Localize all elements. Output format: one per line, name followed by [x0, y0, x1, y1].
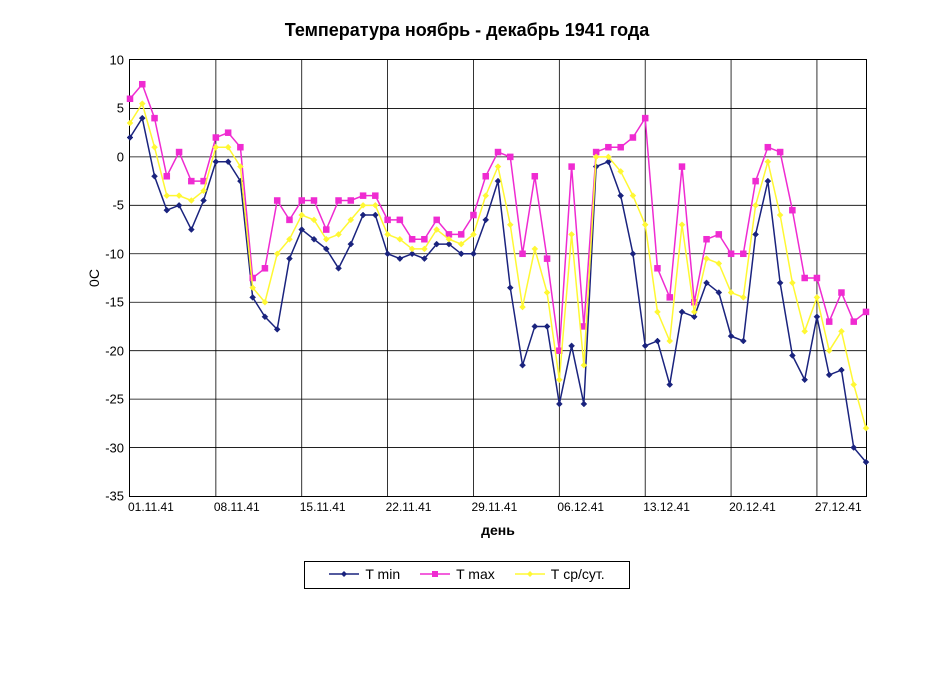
- plot-inner: 0С день 1050-5-10-15-20-25-30-3501.11.41…: [129, 59, 867, 497]
- legend-label: Т ср/сут.: [551, 566, 605, 582]
- x-tick-label: 13.12.41: [643, 496, 690, 514]
- legend-item: T min: [329, 566, 400, 582]
- x-tick-label: 20.12.41: [729, 496, 776, 514]
- y-tick-label: -10: [105, 246, 130, 261]
- y-tick-label: -5: [112, 198, 130, 213]
- x-tick-label: 08.11.41: [214, 496, 260, 514]
- legend-swatch: [515, 567, 545, 581]
- plot-frame: 0С день 1050-5-10-15-20-25-30-3501.11.41…: [67, 59, 867, 547]
- legend-label: T max: [456, 566, 495, 582]
- x-tick-label: 27.12.41: [815, 496, 862, 514]
- x-tick-label: 01.11.41: [128, 496, 174, 514]
- legend-swatch: [329, 567, 359, 581]
- y-tick-label: 0: [117, 149, 130, 164]
- y-tick-label: -15: [105, 295, 130, 310]
- chart-svg: [130, 60, 866, 496]
- y-tick-label: -35: [105, 489, 130, 504]
- x-axis-label: день: [481, 522, 515, 538]
- legend-item: T max: [420, 566, 495, 582]
- y-tick-label: -20: [105, 343, 130, 358]
- legend-swatch: [420, 567, 450, 581]
- x-tick-label: 22.11.41: [386, 496, 432, 514]
- chart-wrapper: Температура ноябрь - декабрь 1941 года 0…: [0, 0, 934, 674]
- y-tick-label: -30: [105, 440, 130, 455]
- x-tick-label: 15.11.41: [300, 496, 346, 514]
- chart-title: Температура ноябрь - декабрь 1941 года: [30, 20, 904, 41]
- legend: T min T max Т ср/сут.: [304, 561, 629, 589]
- y-tick-label: -25: [105, 392, 130, 407]
- y-tick-label: 10: [110, 53, 130, 68]
- legend-item: Т ср/сут.: [515, 566, 605, 582]
- x-tick-label: 06.12.41: [557, 496, 604, 514]
- y-tick-label: 5: [117, 101, 130, 116]
- legend-label: T min: [365, 566, 400, 582]
- x-tick-label: 29.11.41: [471, 496, 517, 514]
- y-axis-label: 0С: [86, 269, 102, 287]
